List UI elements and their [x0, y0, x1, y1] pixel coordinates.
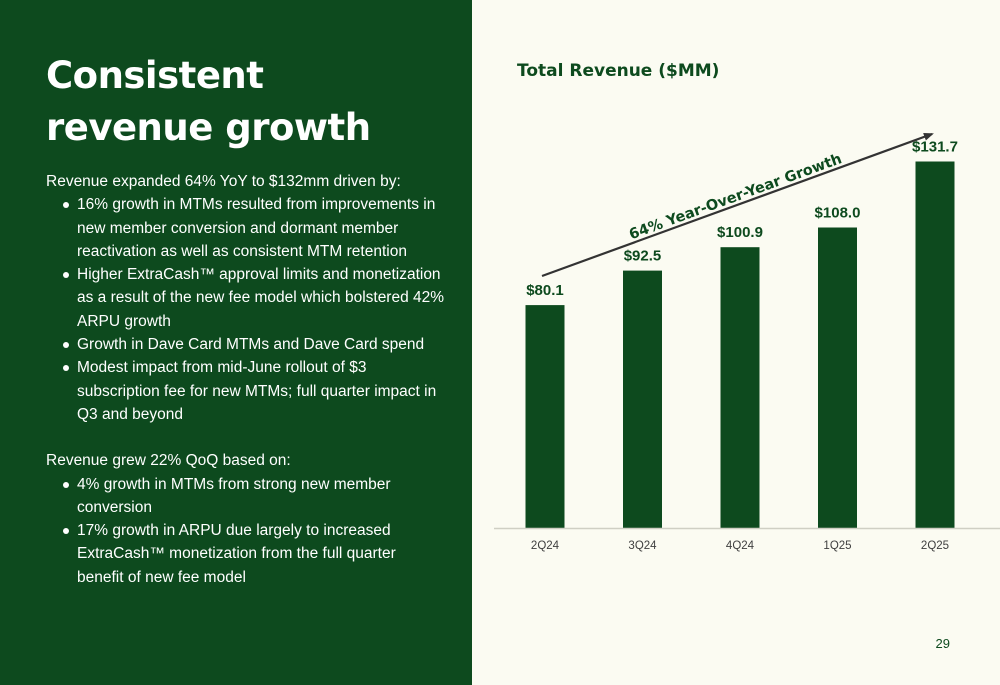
section2-bullets: 4% growth in MTMs from strong new member… [46, 473, 446, 589]
section2-intro: Revenue grew 22% QoQ based on: [46, 452, 291, 470]
category-label: 2Q25 [921, 540, 949, 552]
bar-2q24 [525, 305, 565, 528]
revenue-bar-chart: $80.1 2Q24 $92.5 3Q24 $100.9 4Q24 $108.0 1Q25 $1… [494, 132, 1000, 552]
body-text: Revenue expanded 64% YoY to $132mm drive… [46, 170, 446, 589]
bullet-item: Modest impact from mid-June rollout of $… [63, 356, 446, 426]
value-label: $80.1 [526, 282, 564, 299]
value-label: $92.5 [624, 248, 662, 265]
left-panel: Consistent revenue growth Revenue expand… [0, 0, 472, 685]
bar-2q25 [915, 161, 955, 528]
section1-bullets: 16% growth in MTMs resulted from improve… [46, 193, 446, 426]
category-label: 2Q24 [531, 540, 560, 552]
bullet-item: 16% growth in MTMs resulted from improve… [63, 193, 446, 263]
title-line: revenue growth [46, 106, 371, 149]
bar-1q25 [818, 227, 857, 528]
section-spacer [46, 426, 446, 449]
bars-layer: $80.1 2Q24 $92.5 3Q24 $100.9 4Q24 $108.0 1Q25 $1… [525, 139, 958, 552]
page-title: Consistent revenue growth [46, 50, 446, 154]
bullet-item: Growth in Dave Card MTMs and Dave Card s… [63, 333, 446, 356]
bar-3q24 [623, 270, 662, 528]
category-label: 3Q24 [628, 540, 657, 552]
section1-intro: Revenue expanded 64% YoY to $132mm drive… [46, 173, 401, 190]
value-label: $100.9 [717, 224, 763, 241]
growth-arrow [541, 132, 934, 278]
bullet-item: 17% growth in ARPU due largely to increa… [63, 519, 446, 589]
bullet-item: 4% growth in MTMs from strong new member… [63, 473, 446, 520]
value-label: $108.0 [815, 205, 861, 222]
chart-title: Total Revenue ($MM) [517, 61, 720, 81]
category-label: 1Q25 [823, 540, 851, 552]
bar-4q24 [720, 247, 760, 528]
bullet-item: Higher ExtraCash™ approval limits and mo… [63, 263, 446, 333]
category-label: 4Q24 [726, 540, 755, 552]
title-line: Consistent [46, 54, 264, 97]
page-number: 29 [935, 636, 950, 651]
value-label: $131.7 [912, 139, 958, 156]
